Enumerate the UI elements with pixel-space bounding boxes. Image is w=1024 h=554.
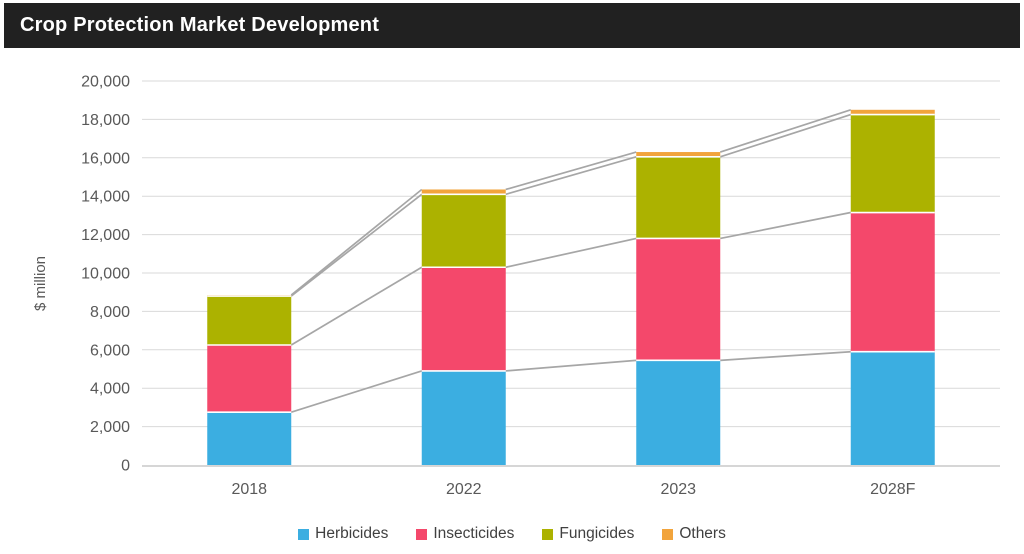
- series-line: [290, 193, 423, 297]
- bar-2023-fungicides: [636, 156, 721, 239]
- legend-item-fungicides: Fungicides: [542, 525, 634, 543]
- bar-2018-fungicides: [207, 296, 292, 345]
- bar-2023-others: [636, 152, 721, 157]
- others-swatch-icon: [662, 528, 674, 540]
- y-tick-label: 20,000: [81, 74, 130, 91]
- bar-2023-insecticides: [636, 238, 721, 361]
- herbicides-swatch-icon: [298, 528, 310, 540]
- bar-2022-insecticides: [421, 267, 506, 371]
- y-tick-label: 10,000: [81, 266, 130, 283]
- y-tick-label: 4,000: [90, 381, 130, 398]
- bar-2022-others: [421, 189, 506, 195]
- legend-label-insecticides: Insecticides: [433, 525, 515, 542]
- y-tick-label: 14,000: [81, 189, 130, 206]
- series-line: [290, 266, 423, 346]
- x-tick-2022: 2022: [445, 481, 482, 498]
- chart-title: Crop Protection Market Development: [20, 14, 380, 36]
- x-tick-2028f: 2028F: [870, 481, 916, 498]
- x-tick-2018: 2018: [231, 481, 268, 498]
- legend-label-herbicides: Herbicides: [315, 525, 389, 542]
- legend: Herbicides Insecticides Fungicides Other…: [0, 525, 1024, 543]
- bar-2022-herbicides: [421, 370, 506, 465]
- fungicides-swatch-icon: [542, 528, 554, 540]
- bar-2028F-fungicides: [850, 114, 935, 213]
- x-tick-2023: 2023: [660, 481, 697, 498]
- y-tick-label: 18,000: [81, 112, 130, 129]
- series-line: [720, 211, 851, 240]
- insecticides-swatch-icon: [416, 528, 428, 540]
- series-line: [719, 113, 852, 158]
- bar-2022-fungicides: [421, 194, 506, 268]
- legend-label-others: Others: [679, 525, 726, 542]
- y-tick-label: 16,000: [81, 150, 130, 167]
- bar-2023-herbicides: [636, 360, 721, 465]
- legend-label-fungicides: Fungicides: [559, 525, 635, 542]
- bar-2018-insecticides: [207, 345, 292, 413]
- series-line: [720, 350, 851, 362]
- legend-item-insecticides: Insecticides: [416, 525, 514, 543]
- y-tick-label: 8,000: [90, 304, 130, 321]
- series-line: [505, 151, 637, 191]
- bar-2028F-others: [850, 109, 935, 115]
- series-line: [505, 156, 637, 196]
- bar-2028F-insecticides: [850, 212, 935, 352]
- series-line: [505, 237, 637, 269]
- y-tick-label: 12,000: [81, 227, 130, 244]
- series-line: [719, 108, 852, 153]
- series-line: [290, 188, 423, 296]
- series-line: [290, 370, 423, 414]
- bar-2028F-herbicides: [850, 351, 935, 465]
- y-axis-title-text: $ million: [32, 255, 49, 311]
- title-bar: Crop Protection Market Development: [4, 3, 1020, 48]
- legend-item-herbicides: Herbicides: [298, 525, 388, 543]
- y-tick-label: 6,000: [90, 342, 130, 359]
- bar-2018-herbicides: [207, 412, 292, 465]
- legend-item-others: Others: [662, 525, 726, 543]
- y-tick-label: 2,000: [90, 419, 130, 436]
- y-tick-label: 0: [121, 458, 130, 475]
- series-line: [505, 359, 637, 372]
